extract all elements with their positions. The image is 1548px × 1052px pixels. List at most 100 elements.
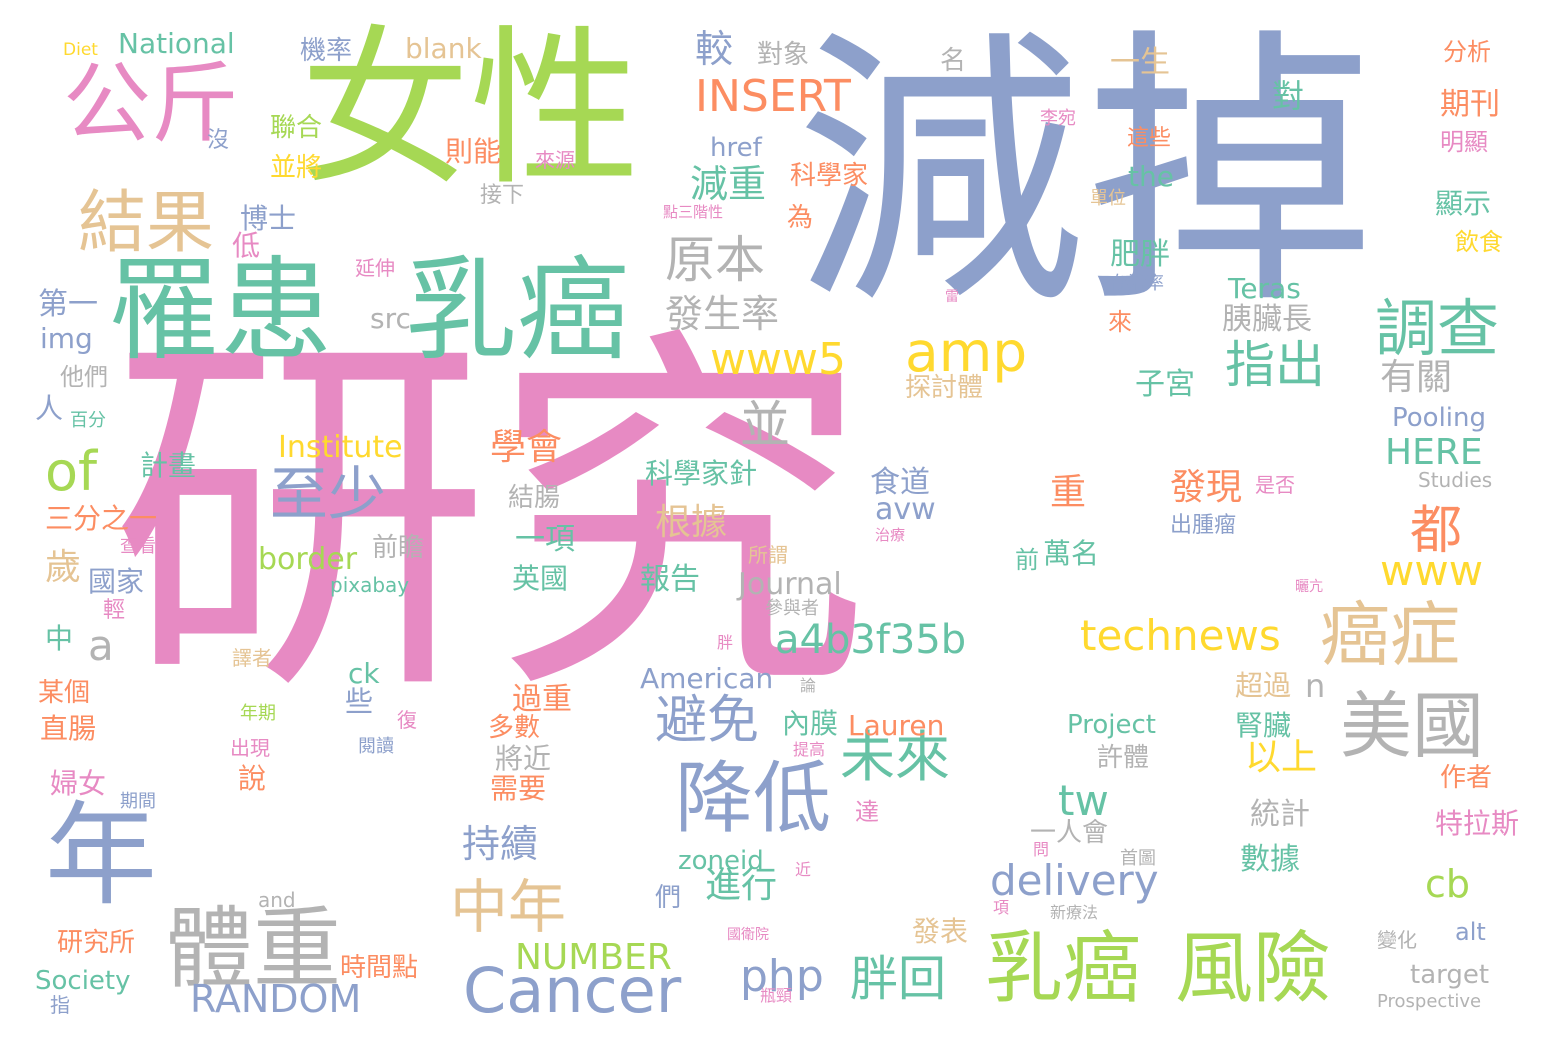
word-zh-131: 某個 <box>38 678 91 708</box>
word-project: Project <box>1067 710 1156 740</box>
word-lauren: Lauren <box>848 709 945 742</box>
word-zh-151: 期間 <box>120 791 156 812</box>
word-zh-134: 年期 <box>240 703 276 724</box>
word-zh-10: 風險 <box>1175 924 1332 1014</box>
word-zh-6: 年 <box>45 791 157 921</box>
word-zh-157: 首圖 <box>1120 848 1156 869</box>
word-zh-20: 避免 <box>655 691 760 751</box>
word-zh-139: 多數 <box>488 713 541 743</box>
word-zh-89: 胰臟長 <box>1222 302 1312 337</box>
word-zh-102: 結腸 <box>508 483 561 513</box>
word-zh-116: 國家 <box>88 565 145 598</box>
word-zh-111: 前瞻 <box>372 533 425 563</box>
word-blank: blank <box>405 32 482 65</box>
word-zh-29: 都 <box>1410 501 1463 561</box>
word-zh-123: 輕 <box>103 598 126 623</box>
word-cb: cb <box>1425 862 1471 906</box>
word-pixabay: pixabay <box>330 573 410 597</box>
word-zh-99: 計畫 <box>140 449 197 482</box>
word-random: RANDOM <box>190 977 362 1021</box>
word-zh-141: 出現 <box>230 736 270 760</box>
word-zh-81: 低 <box>232 229 261 262</box>
word-zh-17: 至少 <box>270 460 387 528</box>
word-zh-165: 發表 <box>912 915 969 948</box>
word-zh-68: 這些 <box>1127 126 1172 151</box>
word-zh-86: 第一 <box>38 287 98 322</box>
word-insert: INSERT <box>695 71 851 122</box>
word-zh-78: 點三階性 <box>663 203 724 221</box>
word-zh-107: 治療 <box>875 526 906 544</box>
word-technews: technews <box>1080 611 1281 660</box>
word-alt: alt <box>1455 918 1486 946</box>
word-cancer: Cancer <box>463 954 682 1027</box>
word-zh-103: 是否 <box>1255 473 1295 497</box>
word-zh-124: 中 <box>45 622 74 655</box>
word-zh-18: 中年 <box>450 873 567 941</box>
word-zh-46: 有關 <box>1380 357 1453 398</box>
word-zh-113: 所謂 <box>748 543 788 567</box>
word-zh-129: 論 <box>800 676 817 695</box>
word-zh-50: 重 <box>1050 472 1087 513</box>
word-national: National <box>118 27 235 60</box>
word-zh-110: 查看 <box>120 536 156 557</box>
word-zh-59: 一生 <box>1110 45 1170 80</box>
word-zh-150: 需要 <box>490 772 547 805</box>
word-zh-108: 一項 <box>515 522 575 557</box>
word-zh-132: 些 <box>345 685 374 718</box>
word-tw: tw <box>1058 776 1109 825</box>
word-zh-69: 聯合 <box>270 113 323 143</box>
word-zh-71: 並將 <box>270 153 323 183</box>
word-zh-60: 分析 <box>1443 38 1491 66</box>
word-teras: Teras <box>1228 272 1301 305</box>
word-number: NUMBER <box>515 937 672 978</box>
word-zh-114: 前 <box>1015 546 1039 574</box>
word-zh-80: 飲食 <box>1455 228 1503 256</box>
word-zh-41: 進行 <box>705 865 778 906</box>
word-zh-34: 並 <box>740 396 790 454</box>
word-zh-144: 閱讀 <box>358 736 394 757</box>
word-zh-87: 雷 <box>945 289 959 305</box>
word-zh-148: 婦女 <box>50 767 107 800</box>
word-zh-12: 降低 <box>675 754 832 844</box>
word-institute: Institute <box>278 430 403 465</box>
word-zh-75: 顯示 <box>1435 187 1492 220</box>
word-zh-51: 歲 <box>45 547 82 588</box>
word-zh-93: 他們 <box>60 363 108 391</box>
word-zoneid: zoneid <box>678 846 764 876</box>
word-zh-133: 過重 <box>512 682 572 717</box>
word-zh-118: 報告 <box>640 562 700 597</box>
word-zh-160: 們 <box>655 883 682 913</box>
word-zh-92: 子宮 <box>1135 367 1195 402</box>
word-zh-63: 明顯 <box>1440 128 1488 156</box>
word-american: American <box>640 662 774 695</box>
word-zh-76: 單位 <box>1090 188 1126 209</box>
word-avw: avw <box>875 492 936 527</box>
word-zh-9: 乳癌 <box>985 924 1142 1014</box>
word-zh-167: 國衛院 <box>727 927 769 943</box>
word-zh-57: 對象 <box>757 40 810 70</box>
word-zh-172: 瓶頸 <box>760 986 793 1005</box>
word-zh-130: 超過 <box>1235 669 1292 702</box>
word-zh-15: 調查 <box>1375 292 1500 365</box>
word-zh-14: 癌症 <box>1320 594 1460 676</box>
word-n: n <box>1305 667 1326 705</box>
word-zh-126: 譯者 <box>232 646 272 670</box>
word-zh-100: 科學家針 <box>645 457 758 490</box>
word-zh-21: 指出 <box>1225 336 1325 394</box>
word-a4b3f35b: a4b3f35b <box>775 617 967 663</box>
word-the: the <box>1128 160 1174 193</box>
word-zh-117: 英國 <box>512 562 569 595</box>
word-border: border <box>258 542 358 577</box>
word-zh-38: 較 <box>695 27 734 71</box>
word-php: php <box>740 951 824 1002</box>
word-www: www <box>1380 546 1484 595</box>
word-zh-42: 根據 <box>655 502 728 543</box>
word-zh-7: 結果 <box>78 184 215 263</box>
word-zh-45: 以上 <box>1245 737 1318 778</box>
word-zh-163: 項 <box>993 898 1010 917</box>
word-zh-2: 女性 <box>300 11 641 209</box>
word-zh-90: 來 <box>1108 308 1132 336</box>
word-zh-152: 達 <box>855 798 879 826</box>
word-zh-66: 來源 <box>535 148 575 172</box>
